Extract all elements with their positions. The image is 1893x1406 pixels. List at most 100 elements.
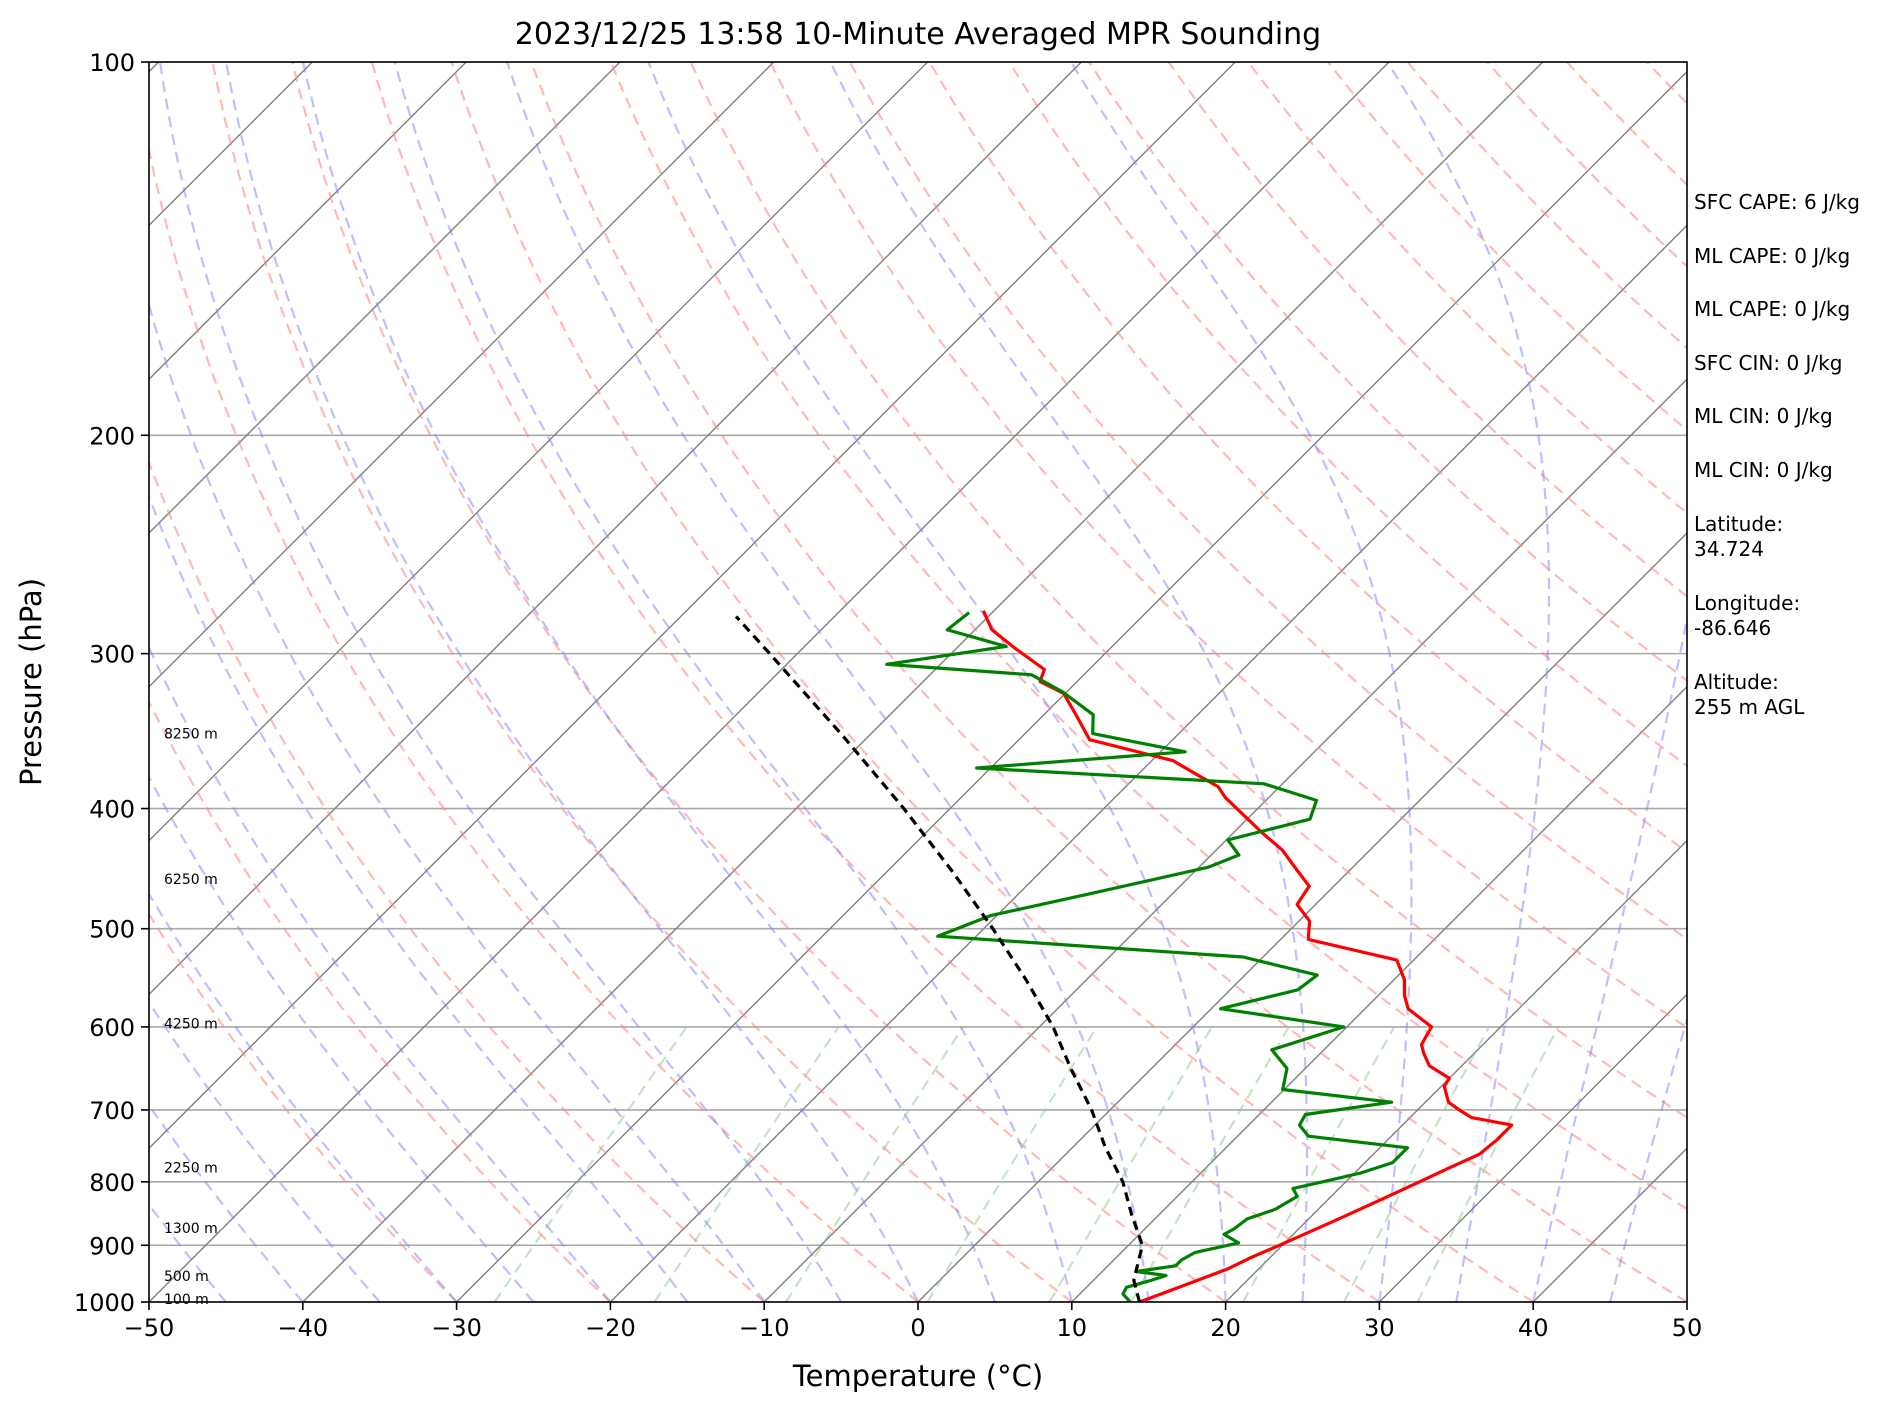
parcel-trace (734, 615, 1144, 1302)
isotherm-line (1378, 993, 1687, 1302)
x-tick-label: −40 (277, 1314, 328, 1342)
moist-adiabat-line (829, 62, 1309, 1302)
sounding-traces (734, 610, 1514, 1302)
mixing-ratio-line (1343, 1026, 1490, 1302)
moist-adiabat-line (149, 774, 535, 1302)
dry-adiabat-line (530, 62, 1687, 1302)
isotherm-line (917, 532, 1687, 1302)
height-label: 2250 m (164, 1161, 218, 1177)
dry-adiabat-line (211, 62, 1073, 1302)
x-tick-label: −50 (124, 1314, 175, 1342)
ml-cin-text-2: ML CIN: 0 J/kg (1694, 458, 1833, 482)
ml-cin-text: ML CIN: 0 J/kg (1694, 404, 1833, 428)
y-axis: 100 200 300 400 500 600 700 800 900 1000 (74, 49, 149, 1317)
mixing-ratio-line (785, 1026, 965, 1302)
mixing-ratio-lines (493, 1026, 1560, 1302)
isobar-grid (149, 62, 1687, 1302)
moist-adiabat-line (1609, 1015, 1687, 1302)
x-tick-label: 40 (1518, 1314, 1549, 1342)
plot-area (149, 62, 1687, 1302)
moist-adiabat-line (647, 62, 1227, 1302)
moist-adiabat-line (301, 62, 996, 1302)
isotherm-line (149, 62, 1390, 1302)
x-tick-label: −20 (585, 1314, 636, 1342)
moist-adiabat-line (225, 62, 919, 1302)
isotherm-line (149, 62, 467, 381)
y-tick-label: 1000 (74, 1289, 135, 1317)
y-tick-label: 100 (89, 49, 135, 77)
dry-adiabats (149, 62, 1687, 1302)
y-tick-label: 300 (89, 641, 135, 669)
dry-adiabat-line (689, 62, 1687, 1119)
dry-adiabat-line (149, 912, 458, 1302)
isotherm-line (149, 62, 621, 534)
mixing-ratio-line (1242, 1026, 1396, 1302)
moist-adiabat-line (1532, 613, 1687, 1302)
isotherm-line (149, 62, 929, 842)
dry-adiabat-line (450, 62, 1534, 1302)
dry-adiabat-line (928, 62, 1687, 854)
moist-adiabat-line (1386, 62, 1551, 1302)
moist-adiabat-line (149, 300, 766, 1302)
moist-adiabat-line (393, 62, 1073, 1302)
isotherm-line (302, 62, 1544, 1302)
isotherm-line (456, 70, 1687, 1302)
isotherm-grid (149, 62, 1687, 1302)
moist-adiabat-line (149, 645, 612, 1302)
x-tick-label: 50 (1672, 1314, 1703, 1342)
x-tick-label: −30 (431, 1314, 482, 1342)
x-tick-label: 10 (1057, 1314, 1088, 1342)
x-tick-label: 20 (1210, 1314, 1241, 1342)
chart-title: 2023/12/25 13:58 10-Minute Averaged MPR … (515, 17, 1321, 52)
x-tick-label: −10 (739, 1314, 790, 1342)
dewpoint-trace (885, 611, 1410, 1302)
isotherm-line (609, 224, 1687, 1302)
y-axis-label: Pressure (hPa) (14, 578, 48, 786)
dry-adiabat-line (1008, 62, 1687, 768)
temperature-trace (981, 610, 1514, 1302)
y-tick-label: 800 (89, 1169, 135, 1197)
mixing-ratio-line (493, 1026, 688, 1302)
isotherm-line (149, 62, 1082, 996)
moist-adiabat-line (506, 62, 1150, 1302)
height-label: 100 m (164, 1292, 209, 1308)
moist-adiabat-line (149, 1203, 227, 1302)
moist-adiabat-line (149, 1000, 381, 1302)
dry-adiabat-line (149, 459, 765, 1302)
height-label: 4250 m (164, 1016, 218, 1032)
x-tick-label: 0 (910, 1314, 925, 1342)
dry-adiabat-line (291, 62, 1227, 1302)
height-label: 8250 m (164, 727, 218, 743)
y-tick-label: 200 (89, 422, 135, 450)
isotherm-line (149, 62, 1236, 1150)
mixing-ratio-line (1416, 1026, 1560, 1302)
dry-adiabat-line (769, 62, 1687, 1029)
isotherm-line (1071, 685, 1687, 1302)
ml-cape-text-2: ML CAPE: 0 J/kg (1694, 297, 1851, 321)
longitude-text: Longitude: -86.646 (1694, 591, 1801, 640)
moist-adiabat-line (158, 62, 843, 1302)
x-tick-label: 30 (1364, 1314, 1395, 1342)
latitude-text: Latitude: 34.724 (1694, 512, 1784, 561)
dry-adiabat-line (609, 62, 1687, 1211)
x-axis: −50 −40 −30 −20 −10 0 10 20 30 40 50 (124, 1302, 1703, 1342)
x-axis-label: Temperature (°C) (792, 1359, 1043, 1393)
isotherm-line (763, 378, 1687, 1302)
height-label: 6250 m (164, 872, 218, 888)
mixing-ratio-line (653, 1026, 840, 1302)
ml-cape-text: ML CAPE: 0 J/kg (1694, 244, 1851, 268)
sfc-cape-text: SFC CAPE: 6 J/kg (1694, 190, 1860, 214)
y-tick-label: 500 (89, 916, 135, 944)
y-tick-label: 700 (89, 1097, 135, 1125)
altitude-text: Altitude: 255 m AGL (1694, 670, 1805, 719)
moist-adiabat-line (149, 1103, 304, 1302)
height-labels: 8250 m 6250 m 4250 m 2250 m 1300 m 500 m 100 m (164, 727, 218, 1308)
moist-adiabat-line (149, 493, 689, 1302)
dry-adiabat-line (848, 62, 1687, 941)
height-label: 500 m (164, 1269, 209, 1285)
moist-adiabats (149, 62, 1687, 1302)
y-tick-label: 600 (89, 1014, 135, 1042)
dry-adiabat-line (149, 145, 919, 1302)
